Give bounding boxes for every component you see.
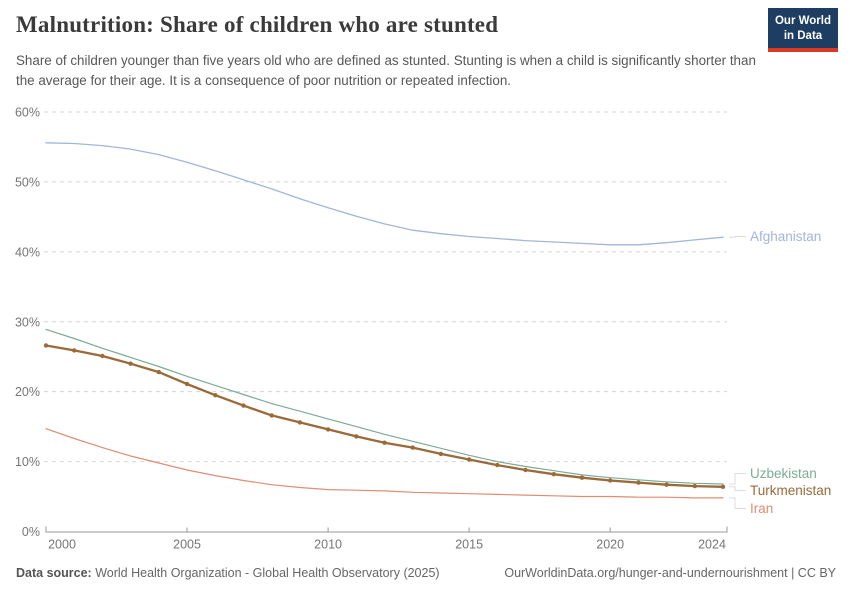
data-source-text: World Health Organization - Global Healt… [91, 566, 440, 580]
x-axis-tick-label: 2000 [48, 538, 76, 552]
chart-subtitle: Share of children younger than five year… [16, 53, 756, 89]
marker-turkmenistan [156, 369, 161, 375]
marker-turkmenistan [466, 457, 472, 462]
marker-turkmenistan [128, 361, 133, 366]
marker-turkmenistan [382, 440, 387, 445]
y-axis-tick-label: 30% [15, 315, 40, 329]
line-afghanistan[interactable] [45, 142, 724, 246]
x-axis-tick-label: 2010 [314, 538, 342, 552]
x-axis-line [45, 526, 728, 533]
marker-turkmenistan [692, 483, 697, 489]
series-label-turkmenistan[interactable]: Turkmenistan [750, 483, 831, 498]
marker-turkmenistan [72, 348, 77, 353]
marker-turkmenistan [241, 403, 246, 408]
chart-footer: Data source: World Health Organization -… [16, 566, 836, 580]
y-axis-tick-label: 10% [15, 455, 40, 469]
x-axis-tick-label: 2005 [173, 538, 201, 552]
marker-turkmenistan [184, 381, 190, 387]
marker-turkmenistan [636, 480, 641, 485]
marker-turkmenistan [269, 413, 274, 418]
marker-turkmenistan [664, 482, 669, 487]
line-chart: 0% 10% 20% 30% 40% 50% 60% 2000 2005 2010 2015 2020… [15, 106, 831, 552]
series-label-afghanistan[interactable]: Afghanistan [750, 229, 821, 244]
marker-turkmenistan [297, 420, 303, 425]
series-label-iran[interactable]: Iran [750, 501, 773, 516]
x-axis-tick-label: 2015 [455, 538, 483, 552]
marker-turkmenistan [438, 451, 444, 457]
y-axis-tick-label: 60% [15, 106, 40, 120]
x-axis-tick-label: 2020 [596, 538, 624, 552]
x-axis-tick-label: 2024 [698, 538, 726, 552]
owid-logo: Our World in Data [768, 8, 838, 52]
marker-turkmenistan [100, 353, 105, 359]
marker-turkmenistan [720, 484, 726, 489]
line-uzbekistan[interactable] [45, 328, 724, 485]
y-axis-tick-label: 50% [15, 175, 40, 189]
marker-turkmenistan [410, 445, 415, 450]
line-turkmenistan[interactable] [44, 344, 725, 488]
legend-connector [729, 236, 746, 238]
marker-turkmenistan [551, 472, 556, 477]
y-axis-tick-label: 20% [15, 385, 40, 399]
y-axis-tick-label: 0% [22, 525, 40, 539]
series-label-uzbekistan[interactable]: Uzbekistan [750, 466, 817, 481]
marker-turkmenistan [523, 467, 528, 473]
owid-logo-line2: in Data [783, 29, 823, 42]
marker-turkmenistan [495, 462, 500, 468]
marker-turkmenistan [213, 393, 218, 398]
legend-connector [729, 473, 746, 485]
owid-logo-line1: Our World [774, 15, 831, 27]
y-axis-tick-label: 40% [15, 245, 40, 259]
data-source: Data source: World Health Organization -… [16, 566, 440, 580]
legend-connector [729, 486, 746, 491]
marker-turkmenistan [43, 343, 49, 348]
marker-turkmenistan [579, 475, 585, 480]
data-source-label: Data source: [16, 566, 92, 580]
marker-turkmenistan [325, 427, 331, 432]
line-iran[interactable] [45, 428, 724, 499]
marker-turkmenistan [354, 434, 359, 439]
marker-turkmenistan [608, 478, 613, 483]
legend-connector [729, 497, 746, 509]
page-title: Malnutrition: Share of children who are … [16, 12, 499, 37]
footer-link[interactable]: OurWorldinData.org/hunger-and-undernouri… [504, 566, 836, 580]
